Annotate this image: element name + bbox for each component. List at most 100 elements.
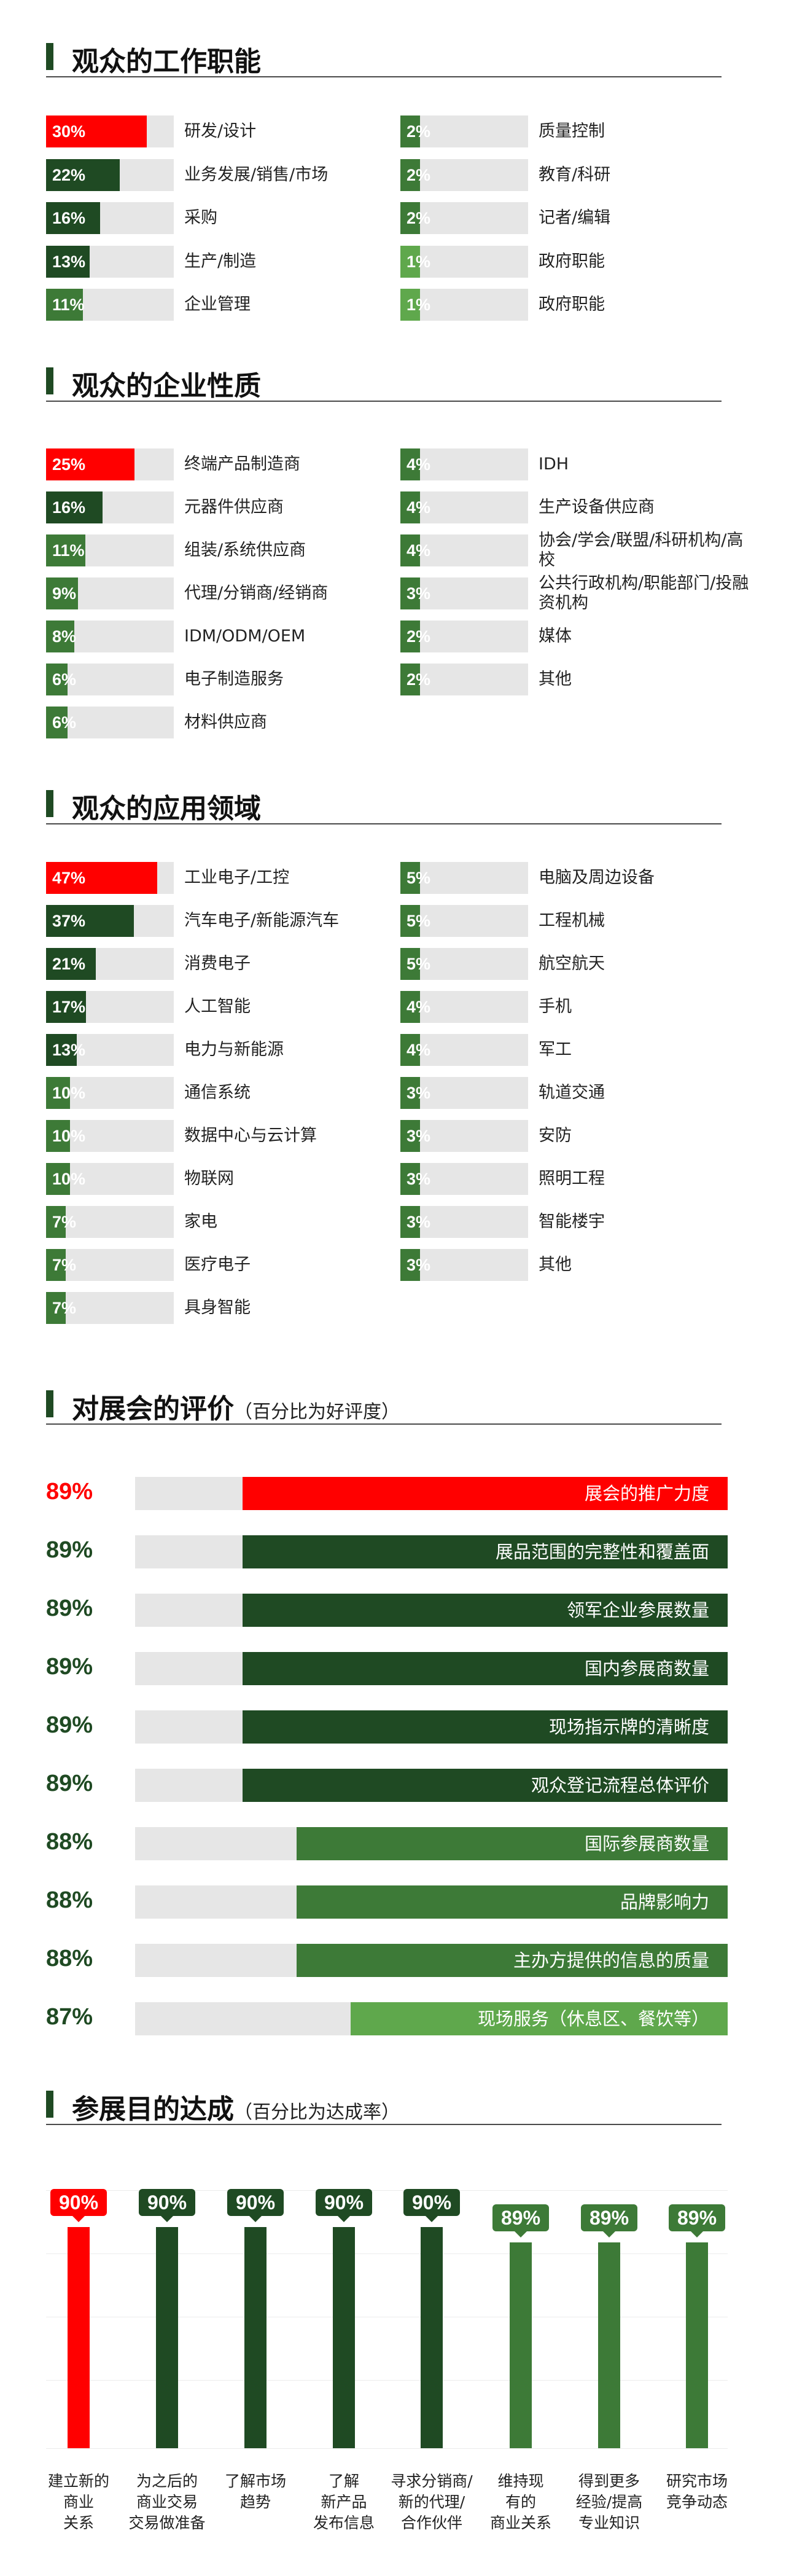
bar-track: 现场服务（休息区、餐饮等） <box>135 2002 728 2035</box>
category-label: 家电 <box>184 1212 217 1231</box>
section-marker <box>46 2091 53 2118</box>
value-label: 1% <box>407 296 431 314</box>
section-title: 对展会的评价（百分比为好评度） <box>72 1387 400 1426</box>
section-job: 观众的工作职能 <box>46 38 722 77</box>
value-label: 25% <box>52 455 86 474</box>
category-label: 人工智能 <box>184 997 251 1016</box>
value-label: 4% <box>407 541 431 560</box>
section-achievement: 参展目的达成（百分比为达成率） <box>46 2086 722 2125</box>
category-label-line: 了解市场 <box>224 2472 286 2490</box>
category-label: 消费电子 <box>184 954 251 973</box>
category-label: IDH <box>539 455 569 474</box>
bar-row: 2% 记者/编辑 <box>400 202 757 234</box>
bar-row: 5% 航空航天 <box>400 948 757 980</box>
bar-row: 5% 电脑及周边设备 <box>400 862 757 894</box>
category-label: 电脑及周边设备 <box>539 868 655 887</box>
category-label-line: 得到更多 <box>578 2472 640 2490</box>
category-label-line: 新的代理/ <box>398 2493 465 2511</box>
section-nature: 观众的企业性质 <box>46 362 722 402</box>
bar-row: 7% 具身智能 <box>46 1292 402 1324</box>
bar <box>400 991 420 1023</box>
category-label: 业务发展/销售/市场 <box>184 165 329 184</box>
bar-track <box>400 664 528 695</box>
value-label: 87% <box>46 2004 93 2030</box>
value-label: 3% <box>407 584 431 603</box>
bar-track: 现场指示牌的清晰度 <box>135 1710 728 1744</box>
bar <box>400 159 420 191</box>
category-label-line: 商业关系 <box>489 2514 551 2532</box>
bar: 展会的推广力度 <box>243 1477 728 1510</box>
category-label: 领军企业参展数量 <box>566 1600 709 1621</box>
category-label-line: 建立新的 <box>47 2472 109 2490</box>
category-label-line: 新产品 <box>321 2493 367 2511</box>
value-label: 2% <box>407 122 431 141</box>
bar-row: 21% 消费电子 <box>46 948 402 980</box>
bar <box>46 534 85 566</box>
category-label: 汽车电子/新能源汽车 <box>184 911 340 930</box>
category-label: 为之后的 商业交易 交易做准备 <box>118 2471 216 2534</box>
bar-row: 3% 轨道交通 <box>400 1077 757 1109</box>
category-label: 具身智能 <box>184 1298 251 1317</box>
bar-row: 2% 媒体 <box>400 621 757 652</box>
value-label: 90% <box>403 2189 460 2216</box>
bar-row: 4% 生产设备供应商 <box>400 491 757 523</box>
value-label: 89% <box>46 1537 93 1563</box>
value-label: 11% <box>52 296 85 314</box>
value-label: 89% <box>492 2204 549 2231</box>
bar-row: 11% 企业管理 <box>46 289 402 321</box>
bar-track <box>400 534 528 566</box>
bar <box>46 862 157 894</box>
category-label-line: 为之后的 <box>136 2472 198 2490</box>
value-label: 2% <box>407 627 431 646</box>
bar-row: 13% 电力与新能源 <box>46 1034 402 1066</box>
category-label: 媒体 <box>539 627 572 646</box>
bar-row: 3% 智能楼宇 <box>400 1206 757 1238</box>
bar <box>598 2242 620 2448</box>
bar: 国内参展商数量 <box>243 1652 728 1685</box>
category-label: 电力与新能源 <box>184 1040 284 1059</box>
badge-pointer <box>691 2231 703 2237</box>
rating-row: 88% 国际参展商数量 <box>46 1823 728 1865</box>
value-label: 5% <box>407 912 431 930</box>
bar <box>46 1034 77 1066</box>
value-label: 10% <box>52 1170 86 1188</box>
category-label: 协会/学会/联盟/科研机构/高校 <box>539 531 744 570</box>
section-marker <box>46 1390 53 1417</box>
value-label: 3% <box>407 1256 431 1274</box>
category-label: 教育/科研 <box>539 165 611 184</box>
value-label: 89% <box>669 2204 725 2231</box>
bar <box>46 991 86 1023</box>
bar-row: 8% IDM/ODM/OEM <box>46 621 402 652</box>
bar <box>46 448 134 480</box>
category-label: 其他 <box>539 1255 572 1274</box>
value-label: 89% <box>46 1771 93 1796</box>
bar <box>46 1206 66 1238</box>
bar-row: 3% 公共行政机构/职能部门/投融资机构 <box>400 574 757 613</box>
value-label: 3% <box>407 1213 431 1231</box>
category-label-line: 了解 <box>328 2472 359 2490</box>
category-label-line: 研究市场 <box>666 2472 728 2490</box>
category-label: 了解市场 趋势 <box>206 2471 305 2513</box>
category-label-line: 有的 <box>505 2493 536 2511</box>
bar <box>400 862 420 894</box>
category-label: 得到更多 经验/提高 专业知识 <box>560 2471 658 2534</box>
section-marker <box>46 790 53 817</box>
bar <box>400 1120 420 1152</box>
bar-row: 7% 家电 <box>46 1206 402 1238</box>
bar-track <box>400 991 528 1023</box>
category-label-line: 发布信息 <box>313 2514 375 2532</box>
value-label: 88% <box>46 1887 93 1913</box>
category-label: 现场服务（休息区、餐饮等） <box>477 2008 709 2029</box>
bar <box>400 1077 420 1109</box>
bar: 主办方提供的信息的质量 <box>297 1944 728 1977</box>
category-label: 国际参展商数量 <box>584 1833 709 1854</box>
section-title: 参展目的达成（百分比为达成率） <box>72 2087 400 2126</box>
bar-row: 10% 数据中心与云计算 <box>46 1120 402 1152</box>
bar-track <box>400 115 528 147</box>
gridline <box>46 2253 728 2254</box>
category-label-line: 专业知识 <box>578 2514 640 2532</box>
bar-row: 6% 材料供应商 <box>46 707 402 738</box>
bar: 国际参展商数量 <box>297 1827 728 1860</box>
bar <box>400 115 420 147</box>
bar-track <box>400 577 528 609</box>
